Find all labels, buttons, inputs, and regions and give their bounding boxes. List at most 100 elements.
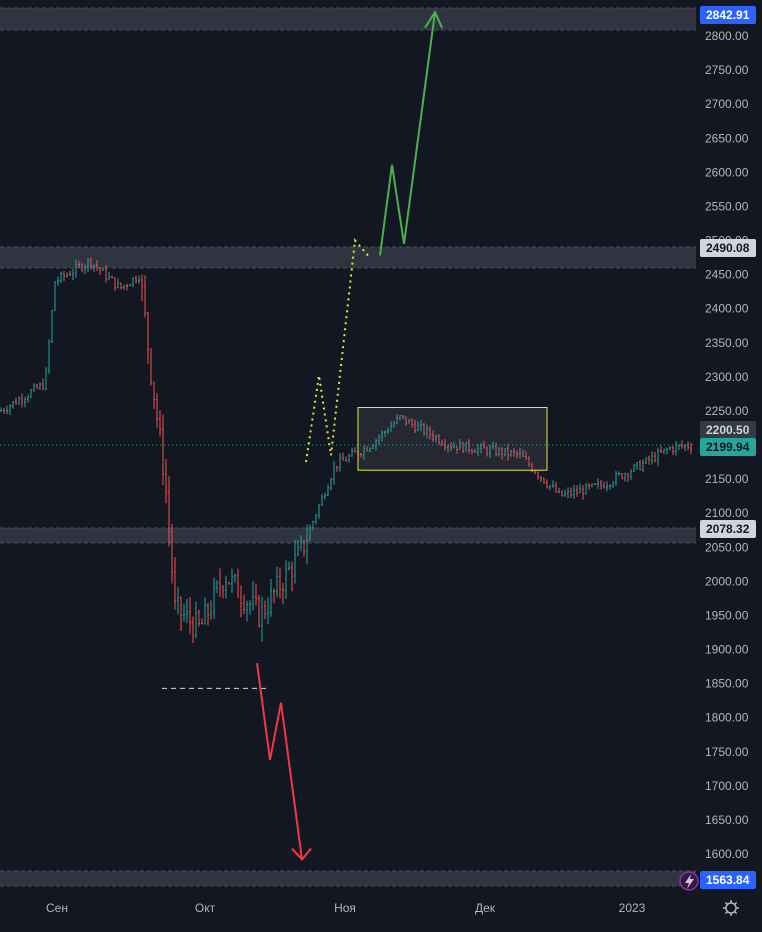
candle — [258, 595, 260, 628]
candle — [333, 460, 335, 485]
candle — [75, 259, 77, 279]
y-axis[interactable]: 2800.00 2750.00 2700.00 2650.00 2600.00 2550.… — [705, 29, 749, 861]
candle — [306, 524, 308, 565]
candle — [300, 535, 302, 552]
candle — [486, 446, 488, 457]
candle — [174, 557, 176, 610]
candle — [321, 494, 323, 506]
candle — [609, 484, 611, 490]
candle — [312, 520, 314, 531]
candle — [561, 490, 563, 497]
candle — [567, 487, 569, 499]
candle — [582, 485, 584, 500]
candle — [471, 448, 473, 455]
candle — [168, 476, 170, 547]
candle — [408, 418, 410, 424]
candle — [669, 446, 671, 451]
x-tick-label: Окт — [195, 901, 216, 915]
candle — [624, 472, 626, 482]
candle — [564, 489, 566, 497]
x-axis[interactable]: Сен Окт Ноя Дек 2023 — [46, 901, 646, 915]
candle — [342, 452, 344, 461]
y-tick-label: 1950.00 — [705, 608, 749, 622]
candle — [687, 441, 689, 451]
candle — [66, 272, 68, 278]
badge-support-bg — [700, 520, 756, 538]
candle — [522, 449, 524, 458]
candle — [393, 420, 395, 428]
candle — [654, 451, 656, 463]
candle — [429, 426, 431, 440]
candle — [459, 439, 461, 450]
candle — [270, 579, 272, 617]
candle — [348, 453, 350, 463]
candle — [267, 597, 269, 624]
candle — [549, 485, 551, 491]
y-tick-label: 2450.00 — [705, 268, 749, 282]
candle — [126, 283, 128, 291]
candle — [390, 421, 392, 432]
candle — [171, 523, 173, 584]
candle — [294, 539, 296, 584]
candle — [18, 396, 20, 405]
consolidation-box — [357, 407, 548, 471]
candle — [318, 504, 320, 519]
candle — [84, 264, 86, 275]
y-tick-label: 1850.00 — [705, 677, 749, 691]
candle — [414, 419, 416, 433]
candle — [510, 450, 512, 457]
candle — [585, 483, 587, 495]
candle — [144, 275, 146, 318]
candle — [399, 414, 401, 421]
candle — [420, 420, 422, 431]
candle — [645, 457, 647, 465]
candle — [39, 382, 41, 391]
candle — [309, 524, 311, 542]
x-tick-label: 2023 — [619, 901, 646, 915]
zone-band — [0, 8, 696, 30]
y-tick-label: 1700.00 — [705, 779, 749, 793]
candle — [540, 476, 542, 483]
badge-top-level: 2842.91 — [700, 6, 756, 24]
badge-top-level-bg — [700, 6, 756, 24]
candle — [261, 596, 263, 642]
candle — [351, 447, 353, 457]
badge-resistance-bg — [700, 239, 756, 257]
candle — [45, 367, 47, 391]
candle — [477, 444, 479, 457]
candle — [177, 587, 179, 615]
candle — [501, 447, 503, 460]
bear-arrow — [256, 663, 303, 860]
y-tick-label: 2400.00 — [705, 302, 749, 316]
candle — [129, 283, 131, 287]
gear-icon[interactable] — [723, 900, 739, 916]
candle — [507, 443, 509, 461]
y-tick-label: 2100.00 — [705, 506, 749, 520]
candle — [606, 481, 608, 492]
candle — [120, 282, 122, 290]
candle — [48, 339, 50, 375]
candle — [516, 450, 518, 459]
y-tick-label: 1900.00 — [705, 643, 749, 657]
candle — [354, 447, 356, 453]
badge-support: 2078.32 — [700, 520, 756, 538]
y-tick-label: 2250.00 — [705, 404, 749, 418]
candle — [237, 568, 239, 598]
candle — [558, 488, 560, 494]
candle — [72, 268, 74, 281]
candle — [249, 600, 251, 615]
candle — [621, 472, 623, 480]
badge-prev-close: 2200.50 — [700, 421, 756, 439]
candle — [141, 274, 143, 302]
y-tick-label: 2050.00 — [705, 540, 749, 554]
price-badges: 2842.91 2490.08 2200.50 2199.94 2078.32 1563.… — [679, 6, 756, 916]
candle — [186, 598, 188, 623]
gear-icon-tooth — [734, 911, 738, 915]
candle — [216, 580, 218, 594]
lightning-icon[interactable] — [679, 871, 699, 891]
candle — [528, 456, 530, 467]
candle — [642, 459, 644, 473]
candle — [462, 441, 464, 454]
